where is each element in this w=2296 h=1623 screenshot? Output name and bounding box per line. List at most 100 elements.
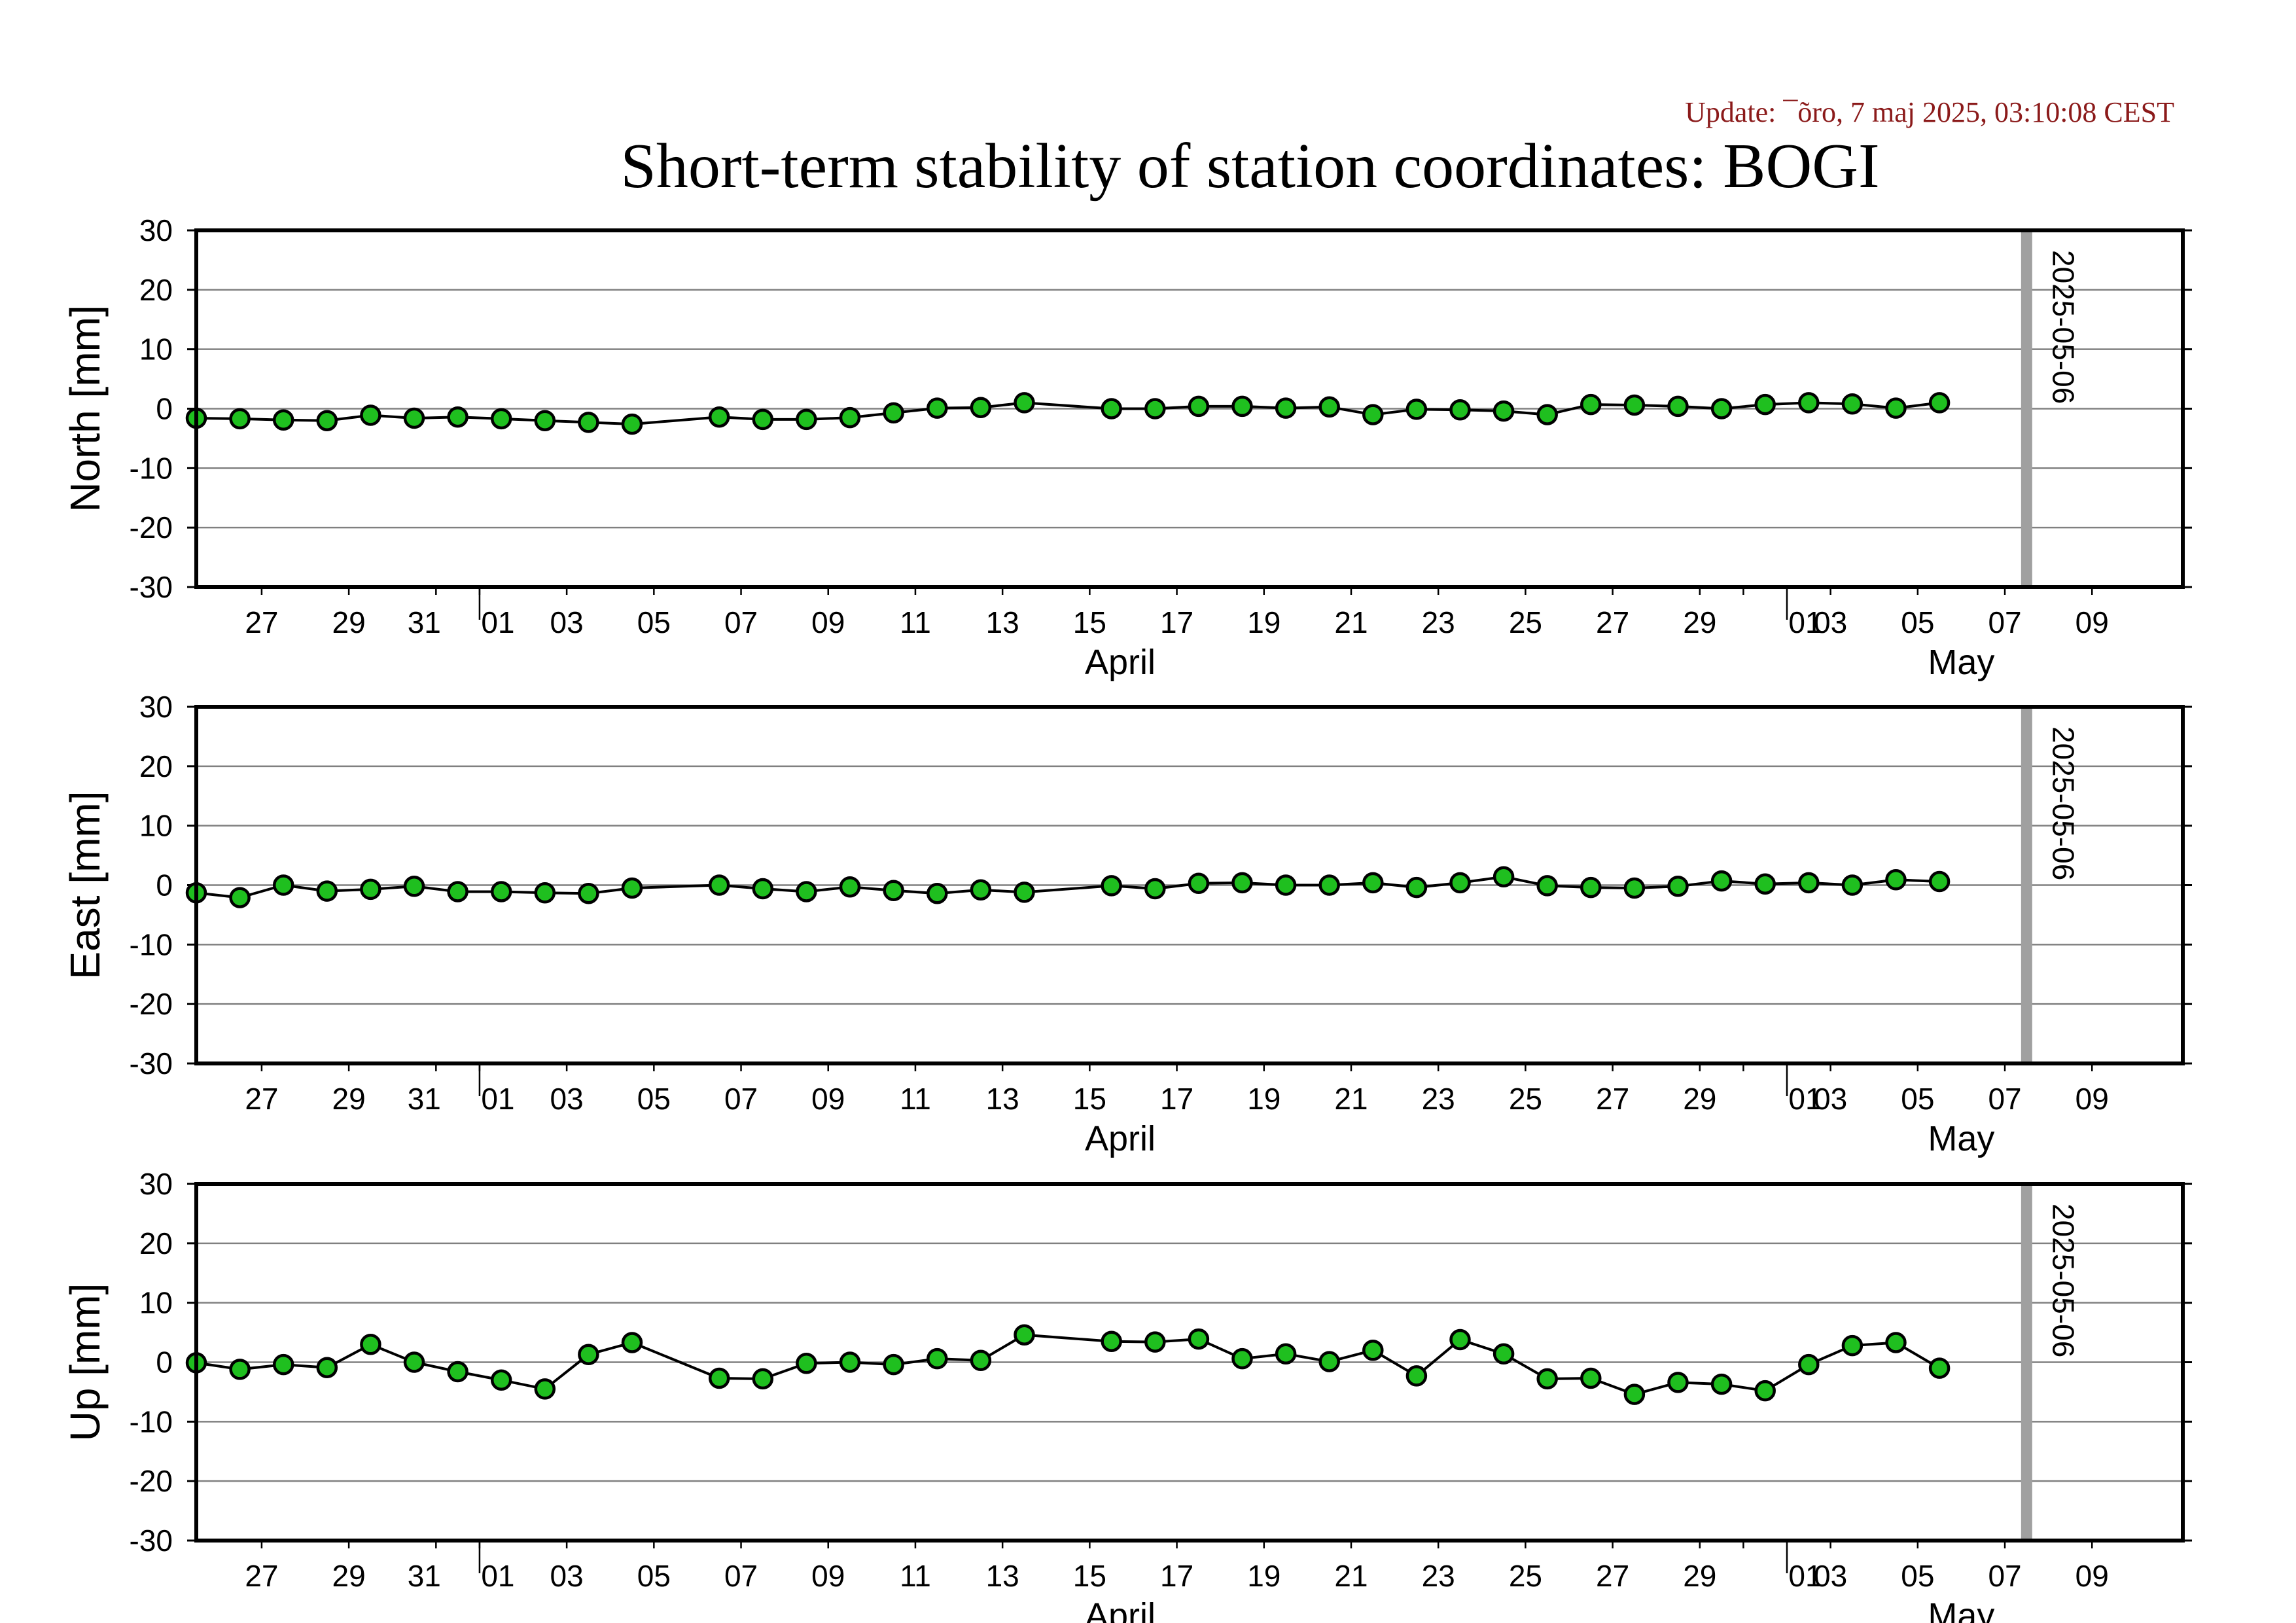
x-tick-label: 09 (811, 1082, 845, 1116)
data-point (1841, 1334, 1863, 1357)
data-point (1841, 874, 1863, 896)
x-tick-label: 27 (245, 1559, 278, 1593)
x-tick-label: 03 (1814, 1082, 1847, 1116)
data-point (1623, 877, 1646, 899)
x-tick-label: 25 (1509, 605, 1542, 639)
x-tick-label: 09 (2075, 1559, 2109, 1593)
data-point (970, 397, 992, 418)
data-point (1362, 872, 1384, 894)
data-point (927, 882, 948, 904)
x-tick-label: 15 (1073, 605, 1106, 639)
data-point (403, 407, 425, 429)
x-tick-label: 05 (1901, 1559, 1934, 1593)
x-tick-label: 09 (811, 1559, 845, 1593)
data-point (1144, 878, 1166, 900)
x-tick-label: 09 (811, 605, 845, 639)
data-point (621, 877, 643, 899)
data-point (316, 1357, 338, 1378)
data-point (1231, 872, 1253, 894)
data-point (578, 882, 599, 904)
data-point (752, 1368, 774, 1390)
data-point (1144, 1331, 1166, 1353)
data-point (360, 404, 381, 426)
y-tick-label: 20 (139, 749, 173, 783)
update-timestamp: Update: ¯õro, 7 maj 2025, 03:10:08 CEST (1685, 96, 2174, 128)
data-point (883, 402, 904, 424)
data-point (229, 887, 251, 908)
x-tick-label: 05 (1901, 605, 1934, 639)
data-point (1928, 392, 1951, 414)
data-point (1798, 1353, 1820, 1376)
data-point (1798, 872, 1820, 894)
data-point (1449, 1329, 1471, 1351)
x-tick-label: 01 (481, 1559, 514, 1593)
data-point (272, 874, 294, 896)
data-point (403, 1351, 425, 1373)
data-point (1144, 398, 1166, 419)
y-tick-label: 10 (139, 809, 173, 843)
reference-line-label: 2025-05-06 (2046, 1204, 2080, 1357)
data-point (1101, 398, 1122, 419)
x-tick-label: 27 (1596, 1559, 1629, 1593)
data-point (316, 880, 338, 902)
data-point (1362, 404, 1384, 425)
reference-line-label: 2025-05-06 (2046, 250, 2080, 404)
data-point (1580, 393, 1602, 416)
data-point (796, 1353, 817, 1374)
plot-frame (194, 1182, 2185, 1543)
x-tick-label: 15 (1073, 1082, 1106, 1116)
data-point (883, 880, 904, 901)
x-tick-label: 13 (986, 1082, 1019, 1116)
data-point (447, 1361, 468, 1383)
data-point (1580, 876, 1602, 899)
x-tick-label: 17 (1160, 1559, 1193, 1593)
data-point (447, 881, 468, 902)
x-tick-label: 07 (1988, 605, 2021, 639)
data-point (1536, 875, 1558, 897)
data-point (1667, 876, 1689, 897)
x-tick-label: 09 (2075, 605, 2109, 639)
data-point (1014, 882, 1035, 903)
data-point (490, 408, 512, 430)
x-tick-label: 29 (332, 605, 366, 639)
data-point (1885, 869, 1907, 891)
x-tick-label: 03 (550, 1559, 584, 1593)
x-tick-label: 05 (1901, 1082, 1934, 1116)
data-point (1231, 395, 1253, 418)
data-point (403, 876, 425, 897)
x-tick-label: 07 (1988, 1082, 2021, 1116)
x-tick-label: 29 (332, 1082, 366, 1116)
y-axis-label: East [mm] (62, 791, 109, 979)
x-tick-label: 13 (986, 1559, 1019, 1593)
data-point (360, 1334, 381, 1355)
y-tick-label: 30 (139, 213, 173, 247)
y-axis-label: Up [mm] (62, 1283, 109, 1442)
x-tick-label: 27 (245, 1082, 278, 1116)
x-tick-label: 01 (1788, 1559, 1822, 1593)
x-tick-label: 21 (1334, 1559, 1368, 1593)
y-tick-label: 20 (139, 273, 173, 307)
x-tick-label: 23 (1422, 1559, 1455, 1593)
data-point (1405, 1365, 1428, 1387)
data-point (1362, 1340, 1384, 1361)
data-point (272, 409, 294, 431)
data-point (490, 1369, 512, 1391)
data-point (839, 1351, 861, 1373)
y-tick-label: -30 (130, 1524, 173, 1558)
data-point (1318, 874, 1340, 896)
x-tick-label: 15 (1073, 1559, 1106, 1593)
x-tick-label: 27 (1596, 605, 1629, 639)
x-tick-label: 21 (1334, 1082, 1368, 1116)
month-label: April (1085, 1596, 1156, 1623)
data-point (1885, 397, 1907, 419)
data-point (1014, 1324, 1035, 1346)
data-point (1710, 1373, 1733, 1395)
data-point (578, 412, 599, 433)
data-point (1710, 398, 1733, 419)
data-point (1754, 393, 1776, 416)
data-point (708, 406, 730, 428)
y-tick-label: -30 (130, 570, 173, 604)
y-tick-label: -30 (130, 1046, 173, 1080)
